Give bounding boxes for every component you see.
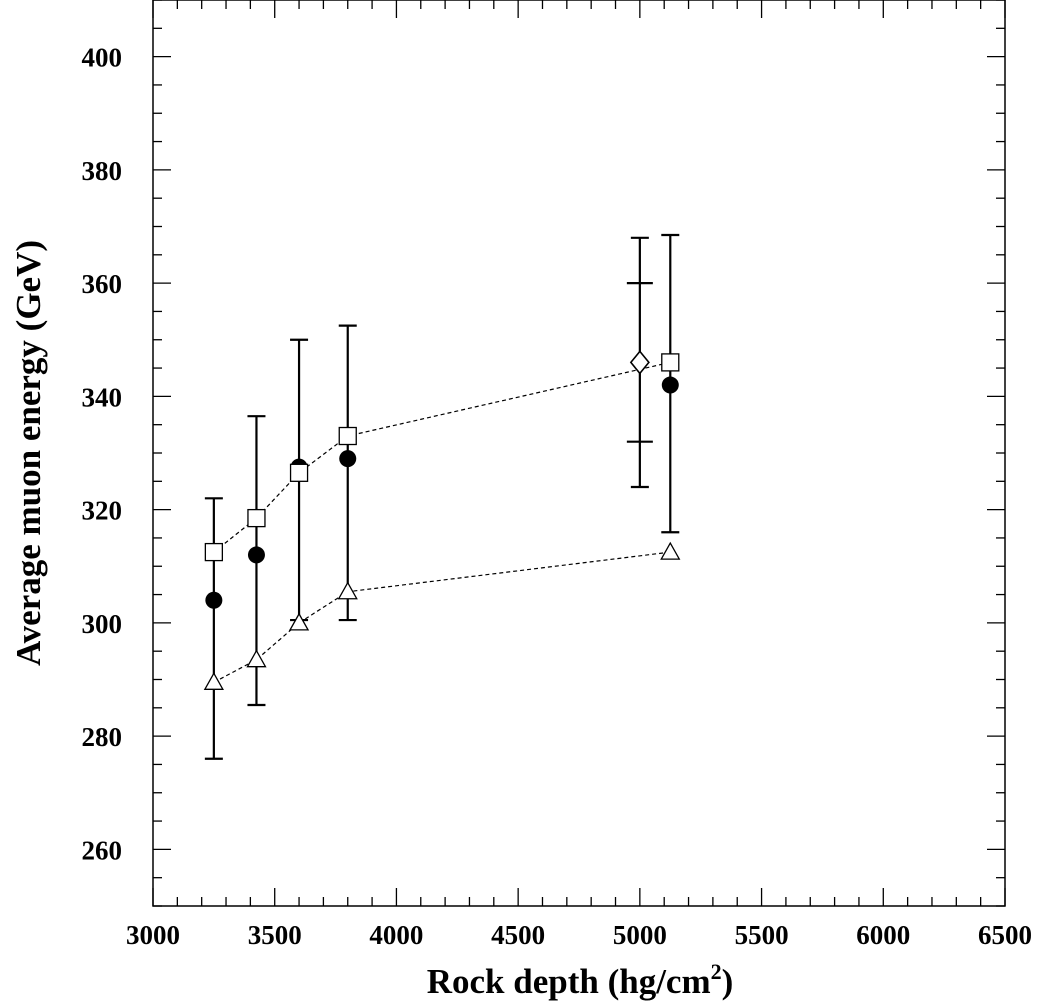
y-tick-label: 380 — [82, 156, 123, 186]
y-tick-label: 320 — [82, 496, 123, 526]
x-tick-label: 3500 — [248, 920, 302, 950]
data-point-triangle — [246, 649, 267, 668]
y-tick-label: 400 — [82, 43, 123, 73]
data-point-square — [661, 353, 680, 372]
plot-frame — [152, 0, 1006, 907]
y-tick-label: 300 — [82, 609, 123, 639]
x-axis-title: Rock depth (hg/cm2) — [427, 959, 734, 1001]
y-axis-title: Average muon energy (GeV) — [9, 240, 48, 666]
x-tick-label: 4000 — [369, 920, 423, 950]
data-point-circle — [205, 591, 223, 609]
y-tick-label: 280 — [82, 722, 123, 752]
x-tick-label: 3000 — [126, 920, 180, 950]
data-point-circle — [339, 450, 357, 468]
y-tick-label: 340 — [82, 382, 123, 412]
series-line-open-triangle — [213, 551, 671, 683]
data-point-triangle — [337, 581, 358, 600]
y-tick-label: 260 — [82, 835, 123, 865]
data-point-diamond — [629, 350, 650, 375]
x-tick-labels: 3000 3500 4000 4500 5000 5500 6000 6500 — [126, 920, 1032, 950]
data-point-circle — [661, 376, 679, 394]
data-point-triangle — [660, 541, 681, 560]
x-tick-label: 6000 — [856, 920, 910, 950]
x-axis-title-main: Rock depth (hg/cm — [427, 962, 711, 1001]
x-tick-label: 5500 — [735, 920, 789, 950]
data-point-square — [204, 542, 224, 562]
axis-ticks — [152, 0, 1006, 907]
data-point-triangle — [288, 612, 310, 631]
error-bars — [204, 233, 680, 760]
x-tick-label: 6500 — [978, 920, 1032, 950]
x-axis-title-end: ) — [722, 962, 734, 1001]
x-axis-title-sup: 2 — [711, 959, 722, 984]
y-tick-labels: 260 280 300 320 340 360 380 400 — [82, 43, 123, 866]
data-markers — [203, 350, 681, 690]
data-point-square — [289, 463, 309, 482]
y-tick-label: 360 — [82, 269, 123, 299]
x-tick-label: 5000 — [613, 920, 667, 950]
data-point-circle — [247, 546, 265, 564]
data-point-square — [338, 426, 357, 446]
x-tick-label: 4500 — [491, 920, 545, 950]
data-point-square — [247, 508, 266, 528]
series-lines — [213, 361, 671, 683]
data-point-triangle — [203, 672, 224, 690]
series-line-open-square — [213, 361, 671, 553]
